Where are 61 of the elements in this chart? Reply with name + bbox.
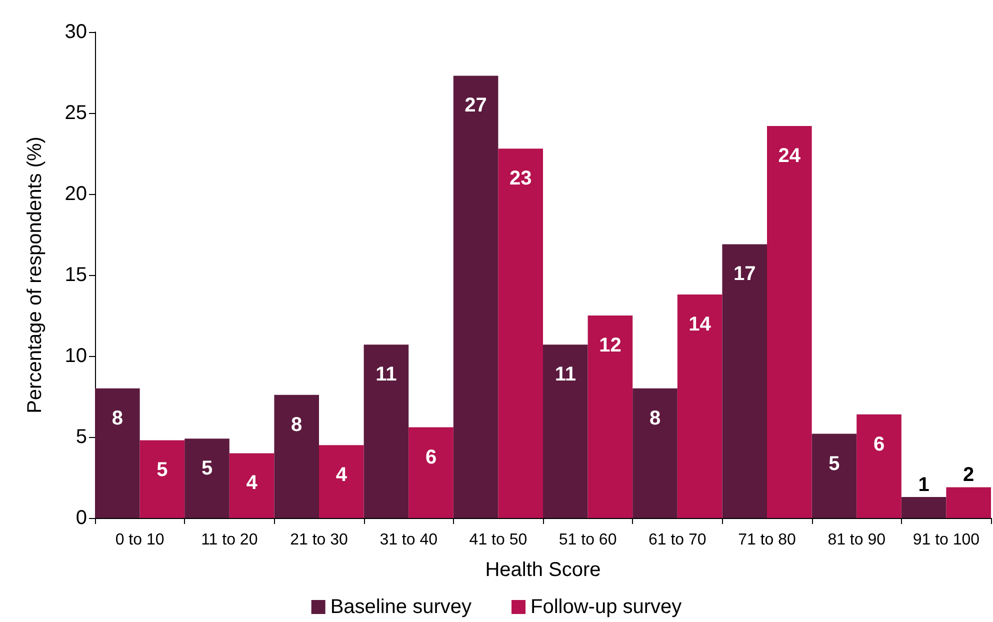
data-label: 5 (201, 458, 213, 480)
data-label: 12 (599, 334, 622, 356)
bar (364, 344, 409, 518)
y-tick-label: 15 (64, 264, 87, 286)
x-tick-label: 81 to 90 (828, 532, 886, 548)
bar (319, 445, 364, 518)
data-label: 8 (649, 407, 661, 430)
data-label: 5 (156, 459, 168, 482)
bar (901, 496, 946, 518)
bar (946, 487, 991, 518)
x-tick-label: 91 to 100 (912, 532, 980, 548)
data-label: 23 (509, 168, 532, 190)
data-label: 11 (554, 364, 576, 386)
x-tick-label: 31 to 40 (380, 532, 438, 548)
data-label: 6 (425, 446, 437, 468)
bar (453, 76, 498, 518)
data-label: 8 (112, 407, 123, 430)
x-axis-title: Health Score (485, 559, 601, 581)
bar (722, 244, 767, 518)
data-label: 5 (828, 452, 840, 475)
y-tick-label: 25 (64, 102, 87, 124)
bar (588, 316, 633, 518)
bar (274, 394, 319, 518)
data-label: 14 (688, 313, 712, 336)
bar (856, 414, 902, 518)
x-tick-label: 51 to 60 (558, 532, 617, 548)
x-tick-label: 71 to 80 (738, 532, 796, 548)
bar (95, 388, 140, 518)
x-tick-label: 0 to 10 (115, 532, 164, 548)
legend-label: Baseline survey (330, 596, 472, 618)
bar (408, 427, 454, 518)
bar (229, 453, 274, 518)
bar (543, 344, 588, 518)
bar (140, 440, 185, 518)
data-label: 8 (291, 414, 302, 436)
data-label: 6 (873, 433, 885, 456)
x-tick-label: 11 to 20 (201, 532, 258, 548)
y-tick-label: 20 (64, 183, 87, 205)
data-label: 2 (963, 464, 974, 486)
y-tick-label: 0 (76, 507, 87, 529)
data-label: 17 (733, 263, 756, 286)
legend-label: Follow-up survey (530, 596, 682, 618)
y-axis-title: Percentage of respondents (%) (24, 136, 46, 414)
bar (767, 126, 812, 518)
x-tick-label: 21 to 30 (290, 532, 348, 548)
bar (812, 434, 857, 518)
bar (677, 294, 722, 518)
data-label: 11 (376, 364, 397, 386)
y-tick-label: 5 (76, 426, 87, 448)
y-tick-label: 10 (64, 345, 87, 367)
data-label: 4 (246, 472, 258, 494)
data-label: 27 (464, 94, 487, 117)
bar (632, 388, 678, 518)
data-label: 1 (918, 474, 930, 496)
bar (184, 438, 230, 518)
y-tick-label: 30 (64, 21, 87, 43)
x-tick-label: 41 to 50 (469, 532, 528, 548)
bar (498, 148, 543, 518)
data-label: 4 (336, 464, 348, 486)
x-tick-label: 61 to 70 (648, 532, 706, 548)
data-label: 24 (778, 144, 802, 167)
